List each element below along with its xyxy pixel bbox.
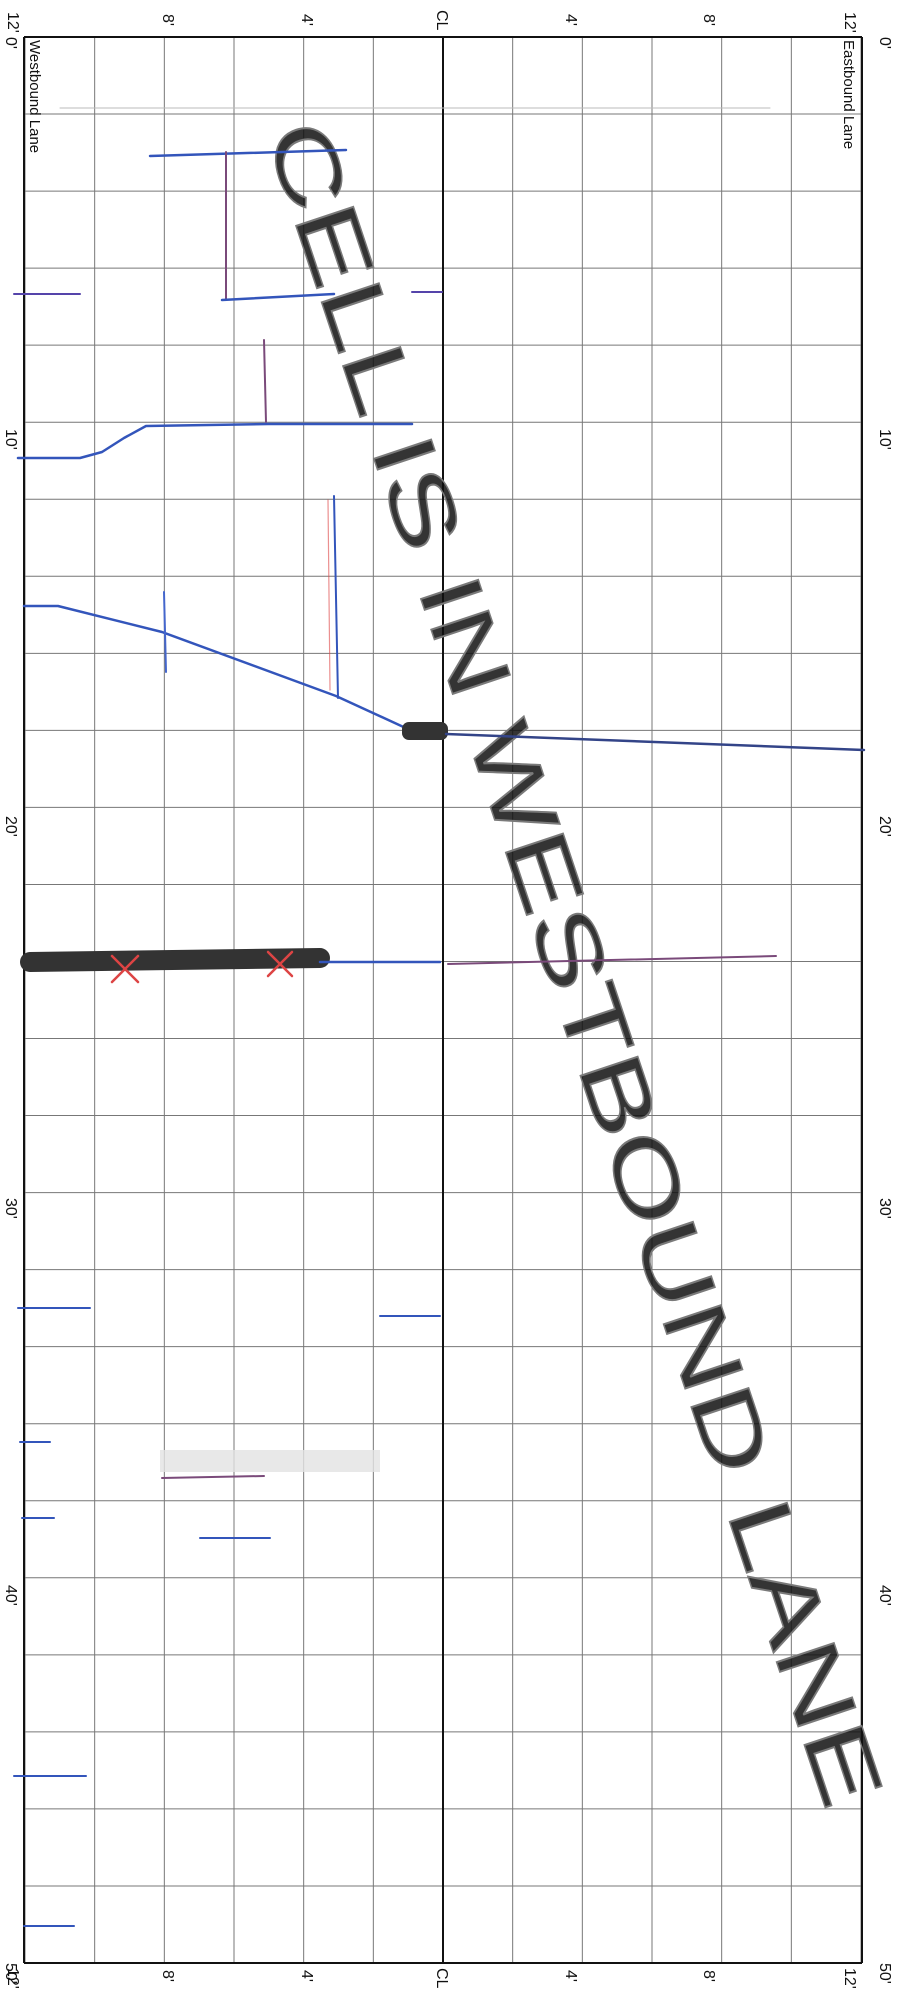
longitudinal-crack — [264, 340, 266, 422]
station-label-right: 50' — [876, 1963, 893, 1984]
station-label-left: 20' — [2, 816, 19, 837]
diagonal-crack — [24, 606, 410, 730]
sheet-frame — [24, 37, 862, 1963]
bottom-ruler-label: 12' — [841, 1968, 858, 1989]
bottom-ruler-label: 8' — [159, 1970, 176, 1982]
station-label-right: 10' — [876, 429, 893, 450]
cell-location-stamp: CELL IS IN WESTBOUND LANE — [247, 108, 903, 1818]
bottom-ruler-label: 4' — [298, 1970, 315, 1982]
top-ruler-label: 4' — [562, 14, 579, 26]
sealed-patch — [402, 722, 448, 740]
station-label-left: 0' — [2, 37, 19, 49]
station-label-right: 0' — [876, 37, 893, 49]
bottom-ruler-label: 4' — [562, 1970, 579, 1982]
station-label-left: 40' — [2, 1585, 19, 1606]
top-ruler-label: 8' — [700, 14, 717, 26]
station-label-right: 30' — [876, 1198, 893, 1219]
station-label-left: 30' — [2, 1198, 19, 1219]
westbound-lane-label: Westbound Lane — [26, 40, 43, 153]
centerline-label-bottom: CL — [433, 1968, 450, 1989]
top-ruler-label: 4' — [298, 14, 315, 26]
top-ruler-label: 8' — [159, 14, 176, 26]
top-ruler-label: 12' — [4, 12, 21, 33]
erased-area — [160, 1450, 380, 1472]
transverse-crack — [162, 1476, 264, 1478]
longitudinal-crack — [328, 500, 330, 690]
longitudinal-crack — [334, 496, 338, 698]
station-label-right: 40' — [876, 1585, 893, 1606]
centerline-label-top: CL — [433, 10, 450, 31]
station-label-left: 50' — [2, 1963, 19, 1984]
station-label-right: 20' — [876, 816, 893, 837]
bottom-ruler-label: 8' — [700, 1970, 717, 1982]
top-ruler-label: 12' — [841, 12, 858, 33]
crack-markings — [14, 108, 864, 1926]
station-label-left: 10' — [2, 429, 19, 450]
eastbound-lane-label: Eastbound Lane — [840, 40, 857, 149]
